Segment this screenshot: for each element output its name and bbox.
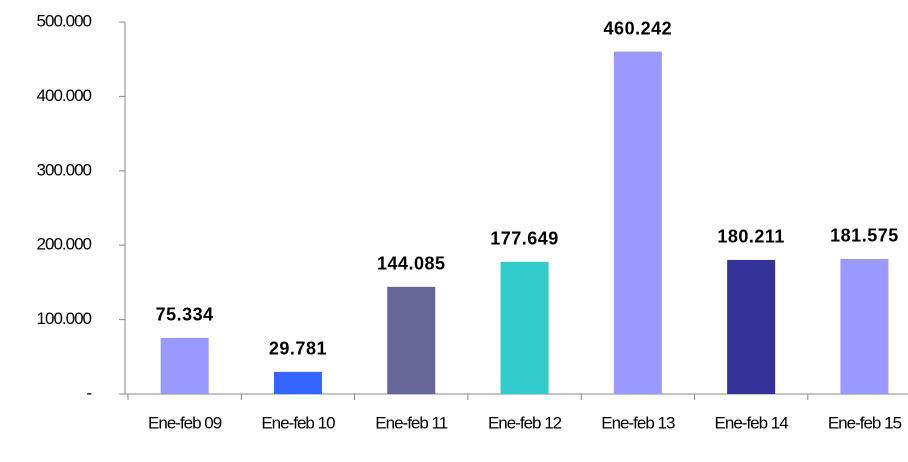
data-label: 144.085	[377, 254, 446, 274]
data-label: 180.211	[717, 227, 785, 247]
x-tick-label: Ene-feb 12	[488, 413, 562, 432]
y-tick-label: 500.000	[37, 11, 92, 30]
bar	[273, 371, 322, 394]
x-tick-label: Ene-feb 15	[828, 413, 902, 432]
y-tick-label: 400.000	[37, 86, 92, 105]
bar	[840, 258, 889, 394]
x-tick-label: Ene-feb 11	[375, 413, 447, 432]
data-label: 181.575	[830, 226, 899, 246]
bar	[613, 51, 662, 394]
data-label: 177.649	[490, 229, 559, 249]
x-tick-label: Ene-feb 13	[601, 413, 675, 432]
x-tick-label: Ene-feb 09	[148, 413, 222, 432]
bar	[160, 337, 209, 394]
x-tick-label: Ene-feb 10	[261, 413, 335, 432]
y-tick-label: -	[86, 383, 91, 402]
y-tick-label: 300.000	[37, 160, 92, 179]
y-tick-label: 200.000	[37, 235, 92, 254]
bar	[387, 286, 436, 394]
x-tick-label: Ene-feb 14	[715, 413, 789, 432]
y-tick-label: 100.000	[37, 309, 92, 328]
bar	[500, 261, 549, 394]
data-label: 75.334	[156, 305, 214, 325]
bar	[727, 259, 776, 394]
data-label: 460.242	[604, 18, 673, 38]
data-label: 29.781	[269, 339, 327, 359]
